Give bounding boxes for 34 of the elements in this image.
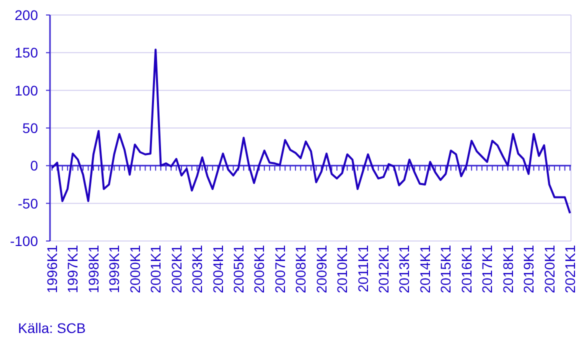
x-tick-label: 2016K1: [458, 244, 474, 294]
y-tick-label: 0: [30, 158, 38, 174]
x-tick-label: 2000K1: [126, 244, 143, 294]
x-tick-label: 2010K1: [334, 244, 350, 294]
x-tick-label: 2013K1: [396, 244, 412, 294]
x-tick-label: 2020K1: [541, 244, 558, 294]
x-tick-label: 2001K1: [148, 244, 164, 294]
x-tick-label: 1996K1: [44, 244, 60, 294]
y-tick-label: -50: [18, 195, 38, 212]
x-tick-label: 2009K1: [313, 244, 330, 294]
text: Källa: SCB: [18, 320, 86, 336]
y-tick-label: 200: [14, 7, 38, 23]
x-tick-label: 1999K1: [106, 244, 122, 294]
x-tick-label: 2006K1: [251, 244, 268, 294]
y-tick-label: -100: [10, 233, 38, 249]
x-tick-label: 2014K1: [416, 244, 433, 294]
x-tick-label: 1997K1: [64, 244, 81, 294]
x-tick-label: 2005K1: [230, 244, 246, 294]
x-tick-label: 2002K1: [168, 244, 184, 294]
x-tick-label: 2008K1: [292, 244, 309, 294]
x-tick-label: 2015K1: [438, 244, 454, 294]
x-tick-label: 2021K1: [562, 244, 578, 294]
x-tick-label: 2017K1: [479, 244, 496, 294]
y-tick-label: 100: [14, 82, 38, 98]
y-tick-label: 50: [22, 120, 38, 136]
x-tick-label: 2003K1: [189, 244, 206, 294]
x-tick-label: 2018K1: [500, 244, 516, 294]
y-tick-label: 150: [14, 44, 38, 61]
x-tick-label: 2007K1: [272, 244, 288, 294]
x-tick-label: 2004K1: [210, 244, 226, 294]
x-tick-label: 1998K1: [85, 244, 102, 294]
x-tick-label: 2019K1: [520, 244, 537, 294]
x-tick-label: 2011K1: [354, 244, 371, 292]
x-tick-label: 2012K1: [376, 244, 392, 294]
